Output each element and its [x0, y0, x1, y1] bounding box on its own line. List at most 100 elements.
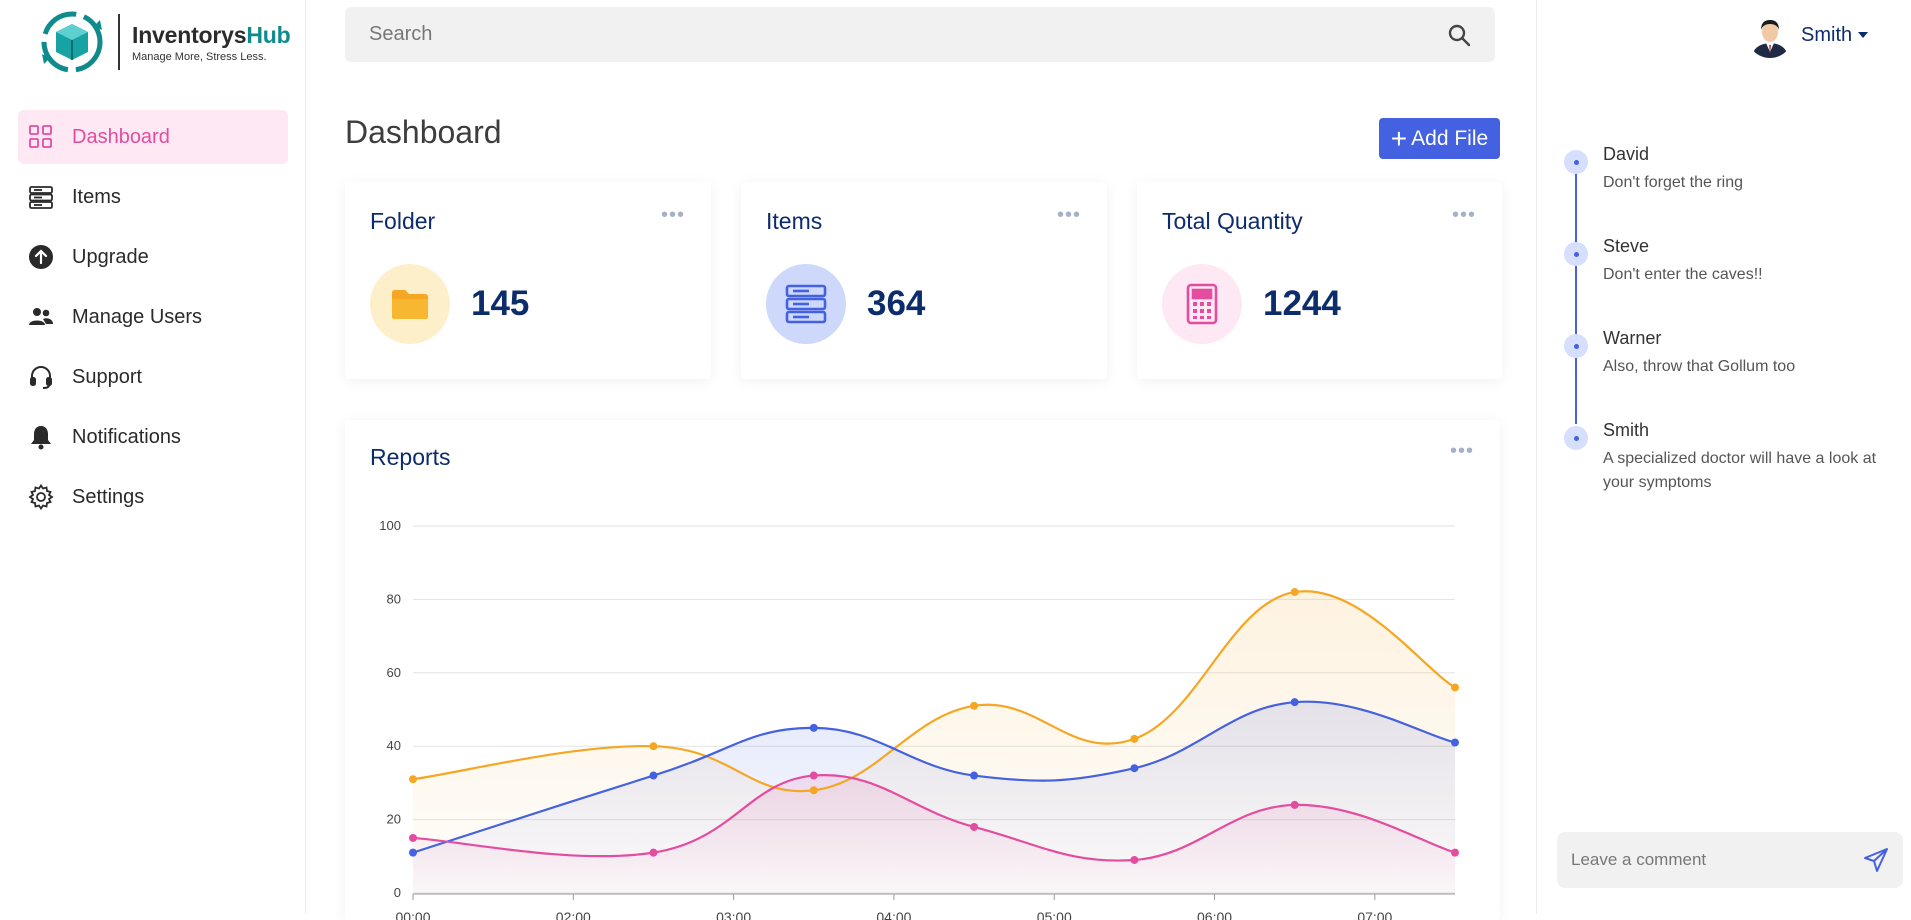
sidebar-item-label: Upgrade — [72, 245, 149, 268]
card-title: Folder — [370, 208, 436, 234]
data-point — [970, 701, 979, 710]
activity-panel: Smith David Don't forget the ring Steve … — [1536, 0, 1911, 914]
user-name: Smith — [1801, 23, 1853, 46]
sidebar-item-support[interactable]: Support — [18, 350, 288, 404]
folder-icon — [370, 264, 450, 344]
search-icon[interactable] — [1447, 23, 1471, 47]
users-icon — [28, 304, 54, 330]
logo-text: InventorysHub Manage More, Stress Less. — [132, 22, 291, 63]
data-point — [1290, 800, 1299, 809]
y-tick-label: 80 — [387, 591, 401, 606]
sidebar-nav: Dashboard Items Upgrade — [18, 110, 288, 530]
sidebar-item-label: Dashboard — [72, 125, 170, 148]
data-point — [649, 742, 658, 751]
data-point — [1290, 698, 1299, 707]
logo-divider — [118, 14, 120, 70]
activity-timeline: David Don't forget the ring Steve Don't … — [1549, 140, 1899, 508]
timeline-item: Warner Also, throw that Gollum too — [1549, 328, 1899, 416]
data-point — [809, 723, 818, 732]
timeline-name: Smith — [1603, 420, 1650, 440]
data-point — [809, 771, 818, 780]
comment-input[interactable] — [1571, 850, 1863, 870]
card-title: Items — [766, 208, 823, 234]
sidebar: InventorysHub Manage More, Stress Less. … — [0, 0, 306, 914]
data-point — [970, 771, 979, 780]
data-point — [1451, 848, 1459, 857]
more-options-icon[interactable]: ••• — [1056, 204, 1081, 226]
calculator-icon — [1162, 264, 1242, 344]
arrow-up-circle-icon — [28, 244, 54, 270]
reports-chart: 0 20 40 60 80 100 00:00 02:00 03:00 04:00 05:00 06:… — [379, 518, 1459, 920]
search-input[interactable] — [369, 23, 1447, 46]
search-bar — [345, 7, 1495, 62]
data-point — [1130, 734, 1139, 743]
timeline-text: Also, throw that Gollum too — [1603, 358, 1796, 375]
comment-box — [1557, 832, 1903, 888]
chevron-down-icon — [1858, 32, 1869, 38]
timeline-text: Don't enter the caves!! — [1603, 266, 1763, 283]
data-point — [649, 848, 658, 857]
sidebar-item-manage-users[interactable]: Manage Users — [18, 290, 288, 344]
data-point — [409, 848, 417, 857]
timeline-dot-icon — [1564, 150, 1588, 174]
brand-logo[interactable]: InventorysHub Manage More, Stress Less. — [36, 8, 291, 76]
timeline-item: Smith A specialized doctor will have a l… — [1549, 420, 1899, 508]
timeline-text: A specialized doctor will have a look at… — [1603, 450, 1877, 491]
stat-card-items: Items ••• 364 — [741, 182, 1107, 379]
timeline-line — [1575, 160, 1577, 424]
more-options-icon[interactable]: ••• — [1451, 204, 1476, 226]
timeline-name: Warner — [1603, 328, 1662, 348]
grid-icon — [28, 124, 54, 150]
timeline-text: Don't forget the ring — [1603, 174, 1744, 191]
add-file-label: Add File — [1411, 126, 1489, 150]
x-tick-label: 07:00 — [1357, 909, 1392, 920]
timeline-name: Steve — [1603, 236, 1650, 256]
y-tick-label: 20 — [387, 812, 401, 827]
y-tick-label: 0 — [394, 885, 401, 900]
data-point — [409, 833, 417, 842]
sidebar-item-label: Manage Users — [72, 305, 203, 328]
y-tick-label: 40 — [387, 738, 401, 753]
y-tick-label: 100 — [379, 518, 401, 533]
stat-card-total-quantity: Total Quantity ••• 1244 — [1137, 182, 1502, 379]
timeline-name: David — [1603, 144, 1650, 164]
sidebar-item-notifications[interactable]: Notifications — [18, 410, 288, 464]
x-tick-label: 02:00 — [556, 909, 591, 920]
reports-panel: Reports ••• 0 20 40 60 80 100 00:00 02:00 03:00 0… — [345, 420, 1500, 920]
send-icon[interactable] — [1863, 847, 1889, 873]
user-menu[interactable]: Smith — [1747, 12, 1869, 58]
card-value: 1244 — [1263, 284, 1341, 323]
plus-icon: + — [1390, 122, 1408, 154]
data-point — [1451, 683, 1459, 692]
sidebar-item-dashboard[interactable]: Dashboard — [18, 110, 288, 164]
server-icon — [28, 184, 54, 210]
timeline-dot-icon — [1564, 334, 1588, 358]
reports-title: Reports — [370, 444, 451, 470]
main-content: Dashboard + Add File Folder ••• 145 Item… — [307, 0, 1535, 920]
headset-icon — [28, 364, 54, 390]
x-tick-label: 04:00 — [876, 909, 911, 920]
sidebar-item-label: Settings — [72, 485, 145, 508]
bell-icon — [28, 424, 54, 450]
data-point — [970, 822, 979, 831]
card-value: 364 — [867, 284, 926, 323]
x-tick-label: 03:00 — [716, 909, 751, 920]
card-title: Total Quantity — [1162, 208, 1303, 234]
add-file-button[interactable]: + Add File — [1379, 118, 1500, 159]
sidebar-item-items[interactable]: Items — [18, 170, 288, 224]
x-tick-label: 05:00 — [1037, 909, 1072, 920]
more-options-icon[interactable]: ••• — [660, 204, 685, 226]
x-tick-label: 06:00 — [1197, 909, 1232, 920]
timeline-dot-icon — [1564, 426, 1588, 450]
logo-icon — [41, 11, 103, 73]
server-icon — [766, 264, 846, 344]
more-options-icon[interactable]: ••• — [1449, 440, 1474, 462]
sidebar-item-label: Items — [72, 185, 121, 208]
sidebar-item-upgrade[interactable]: Upgrade — [18, 230, 288, 284]
sidebar-item-settings[interactable]: Settings — [18, 470, 288, 524]
stat-card-folder: Folder ••• 145 — [345, 182, 711, 379]
brand-tagline: Manage More, Stress Less. — [132, 50, 267, 63]
series-area — [413, 775, 1455, 893]
gear-icon — [28, 484, 54, 510]
x-tick-label: 00:00 — [395, 909, 430, 920]
